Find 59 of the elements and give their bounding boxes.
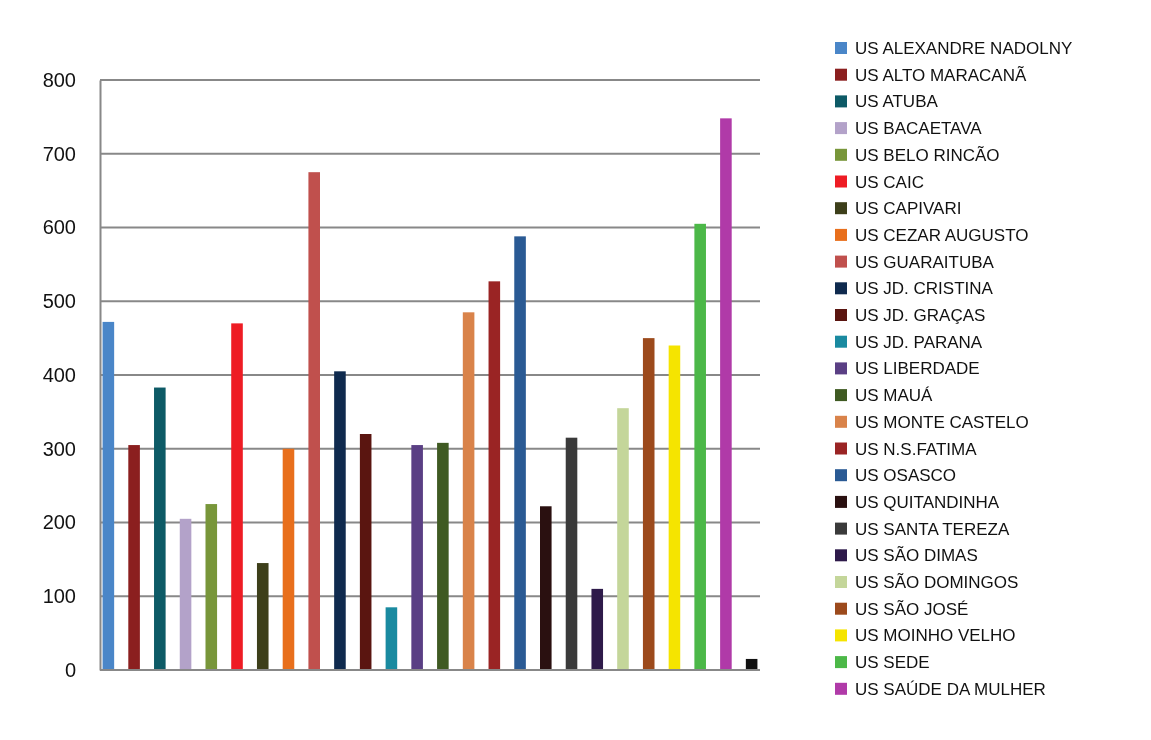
bar	[462, 312, 475, 670]
y-tick-label: 400	[42, 363, 76, 386]
legend-label: US ALTO MARACANÃ	[855, 65, 1027, 85]
bar	[591, 588, 604, 670]
legend-label: US ATUBA	[855, 92, 939, 112]
bar	[642, 338, 655, 670]
bar	[514, 236, 526, 670]
legend-label: US SAÚDE DA MULHER	[855, 679, 1046, 699]
bar	[282, 448, 295, 670]
y-tick-label: 0	[64, 658, 76, 681]
bar	[102, 321, 115, 670]
bar	[128, 445, 140, 670]
legend-label: US SEDE	[855, 653, 930, 673]
legend-label: US SÃO DOMINGOS	[855, 573, 1019, 592]
bar	[565, 437, 578, 670]
legend-label: US N.S.FATIMA	[855, 439, 978, 459]
bar	[334, 371, 346, 670]
legend-label: US MONTE CASTELO	[855, 412, 1029, 432]
bar	[231, 323, 243, 670]
bar	[437, 442, 449, 670]
legend-label: US GUARAITUBA	[855, 252, 995, 272]
legend-label: US CAPIVARI	[855, 199, 962, 219]
y-tick-label: 100	[42, 585, 76, 608]
legend-label: US LIBERDADE	[855, 359, 980, 379]
bar	[668, 345, 681, 670]
legend-label: US CAIC	[855, 172, 924, 192]
bar	[694, 223, 706, 670]
legend-label: US BACAETAVA	[855, 119, 983, 139]
legend-label: US MOINHO VELHO	[855, 626, 1016, 646]
bar	[540, 506, 552, 670]
legend-label: US CEZAR AUGUSTO	[855, 225, 1029, 245]
y-tick-label: 700	[42, 142, 76, 165]
y-tick-label: 300	[42, 437, 76, 460]
legend-label: US SÃO JOSÉ	[855, 599, 969, 619]
bar	[411, 445, 423, 670]
legend-label: US SANTA TEREZA	[855, 519, 1010, 539]
bar	[205, 504, 218, 670]
y-tick-label: 800	[42, 68, 76, 91]
bar	[488, 281, 501, 670]
legend-label: US JD. GRAÇAS	[855, 306, 986, 325]
legend-label: US JD. PARANA	[855, 332, 983, 352]
legend-label: US OSASCO	[855, 466, 957, 486]
legend-label: US JD. CRISTINA	[855, 279, 994, 299]
bar	[179, 518, 192, 670]
legend-label: US ALEXANDRE NADOLNY	[855, 39, 1073, 58]
bar	[256, 563, 269, 670]
bar	[385, 607, 398, 670]
y-tick-label: 500	[42, 290, 76, 313]
legend-label: US QUITANDINHA	[855, 492, 1000, 512]
bar	[359, 434, 372, 670]
bar	[720, 118, 732, 670]
bar	[154, 387, 166, 670]
legend-label: US BELO RINCÃO	[855, 145, 1000, 165]
bar	[617, 408, 629, 670]
y-tick-label: 600	[42, 216, 76, 239]
bar	[308, 172, 320, 670]
legend-label: US SÃO DIMAS	[855, 546, 978, 566]
y-tick-label: 200	[42, 511, 76, 534]
legend-label: US MAUÁ	[855, 386, 934, 406]
